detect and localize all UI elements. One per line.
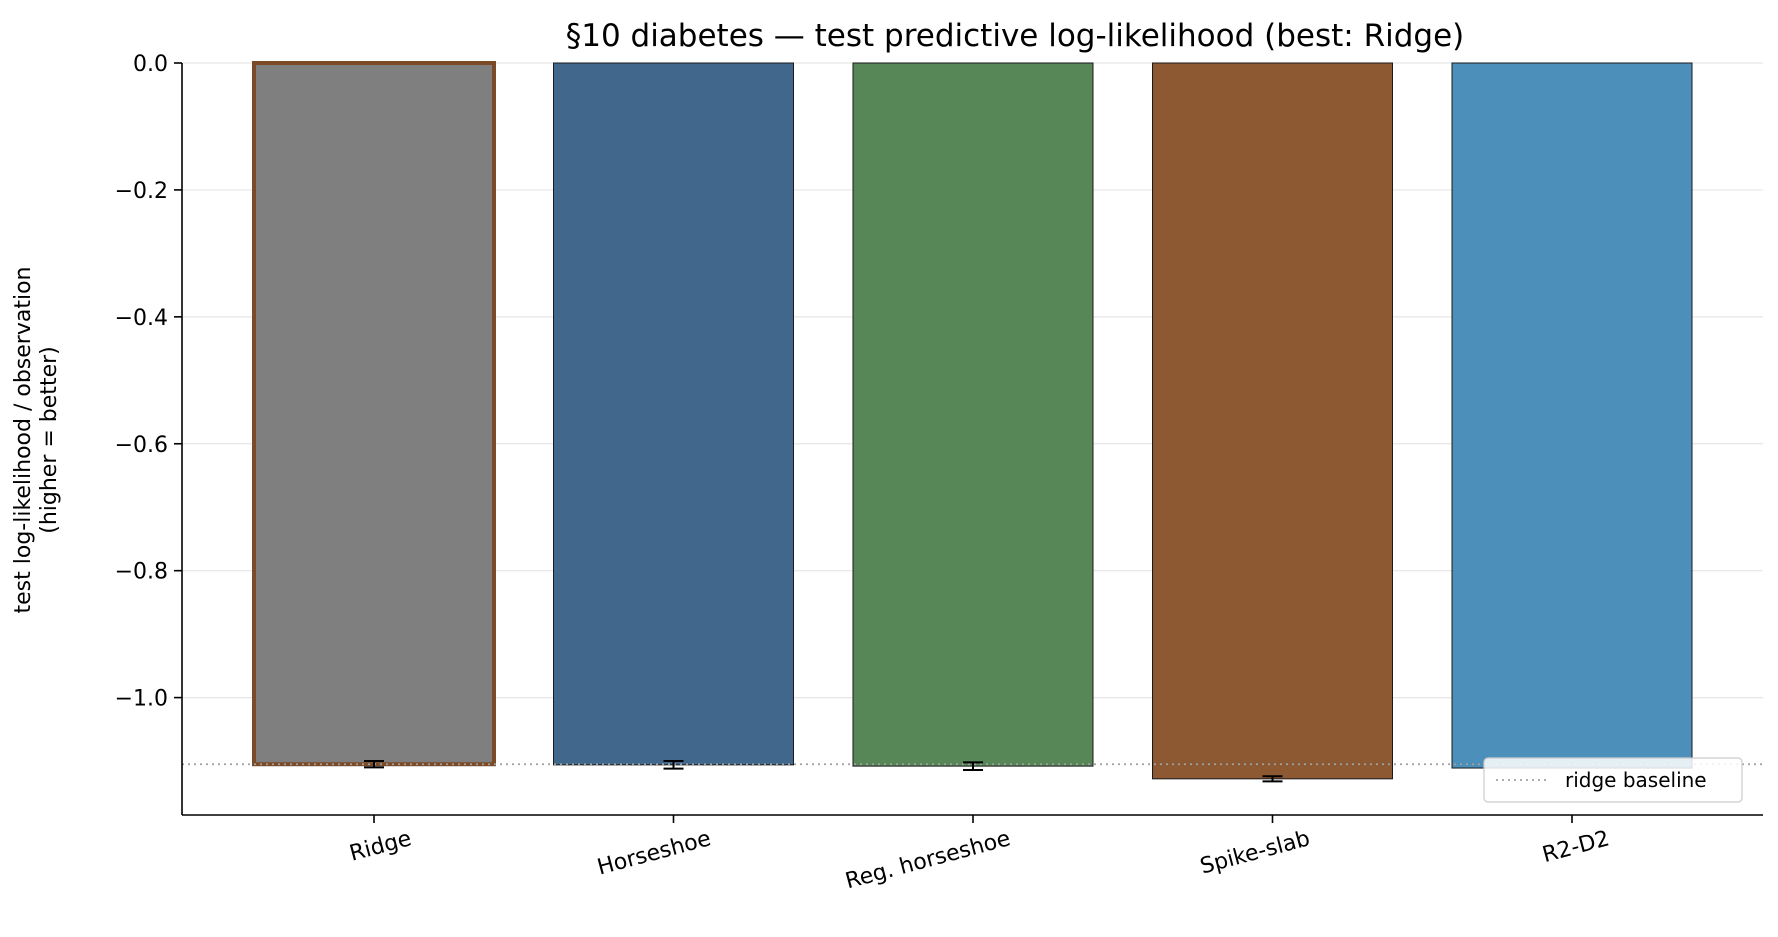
bar-ridge xyxy=(252,61,496,767)
x-tick-label-horseshoe: Horseshoe xyxy=(595,826,714,880)
x-tick-label-reg-horseshoe: Reg. horseshoe xyxy=(843,826,1013,894)
y-ticks: 0.0 −0.2 −0.4 −0.6 −0.8 −1.0 xyxy=(115,52,182,712)
legend-label-ridge-baseline: ridge baseline xyxy=(1565,768,1707,792)
y-axis-label-line2: (higher = better) xyxy=(37,346,62,533)
error-bar-ridge xyxy=(364,760,384,769)
y-axis-label-line1: test log-likelihood / observation xyxy=(11,267,36,614)
bars xyxy=(252,61,1693,780)
y-axis-label: test log-likelihood / observation (highe… xyxy=(11,267,62,614)
bar-reg-horseshoe xyxy=(852,62,1094,767)
error-bar-spike-slab xyxy=(1262,775,1283,783)
x-tick-label-ridge: Ridge xyxy=(347,826,414,866)
y-tick-label-0: 0.0 xyxy=(133,52,168,77)
bar-horseshoe xyxy=(553,62,794,766)
error-bar-horseshoe xyxy=(663,760,684,770)
bar-r2-d2 xyxy=(1451,62,1693,769)
y-tick-label-5: −1.0 xyxy=(115,687,168,712)
legend-box xyxy=(1483,757,1743,803)
error-bar-reg-horseshoe xyxy=(963,761,983,771)
error-bars xyxy=(364,760,1283,783)
y-tick-label-1: −0.2 xyxy=(115,179,168,204)
chart-title: §10 diabetes — test predictive log-likel… xyxy=(566,18,1465,54)
x-tick-label-spike-slab: Spike-slab xyxy=(1198,826,1313,879)
x-ticks: Ridge Horseshoe Reg. horseshoe Spike-slab R2… xyxy=(347,815,1612,894)
y-tick-label-4: −0.8 xyxy=(115,560,168,585)
y-tick-label-2: −0.4 xyxy=(115,306,168,331)
x-tick-label-r2-d2: R2-D2 xyxy=(1540,826,1612,868)
bar-spike-slab xyxy=(1152,62,1393,780)
legend: ridge baseline xyxy=(1483,757,1743,803)
y-tick-label-3: −0.6 xyxy=(115,433,168,458)
